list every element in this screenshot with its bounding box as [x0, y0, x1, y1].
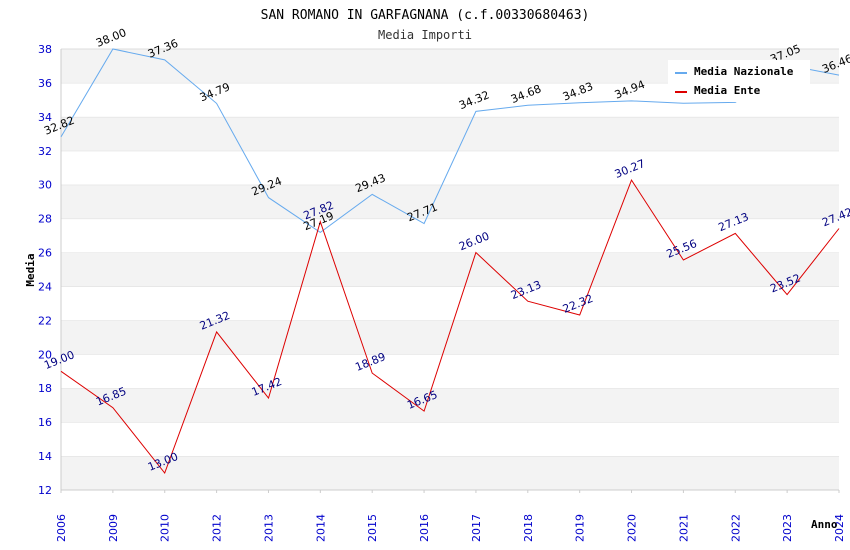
x-tick-label: 2016 [418, 514, 431, 542]
y-tick-label: 30 [38, 179, 52, 192]
y-axis-label: Media [24, 253, 37, 286]
x-tick-label: 2017 [470, 514, 483, 542]
series-line-media-ente [60, 179, 840, 475]
grid-band [61, 184, 839, 219]
x-tick-label: 2024 [833, 514, 846, 542]
legend-label-media-ente: Media Ente [694, 84, 761, 97]
grid-band [61, 320, 839, 355]
y-tick-label: 26 [38, 247, 52, 260]
x-tick-label: 2013 [262, 514, 275, 542]
x-tick-label: 2022 [729, 514, 742, 542]
legend-box [668, 60, 810, 102]
y-tick-label: 20 [38, 348, 52, 361]
y-tick-label: 24 [38, 280, 52, 293]
y-tick-label: 36 [38, 77, 52, 90]
grid-band [61, 422, 839, 457]
series-layer [60, 48, 840, 475]
x-tick-label: 2015 [366, 514, 379, 542]
x-tick-label: 2006 [55, 514, 68, 542]
x-tick-label: 2009 [107, 514, 120, 542]
chart-title: SAN ROMANO IN GARFAGNANA (c.f.0033068046… [261, 8, 590, 23]
axes [60, 49, 839, 491]
grid-band [61, 354, 839, 389]
x-axis-label: Anno [811, 518, 838, 531]
y-tick-label: 34 [38, 111, 52, 124]
series-line-media-nazionale [60, 48, 840, 234]
x-tick-label: 2023 [781, 514, 794, 542]
y-tick-label: 32 [38, 145, 52, 158]
grid-band [61, 116, 839, 151]
y-tick-label: 12 [38, 484, 52, 497]
x-tick-label: 2018 [522, 514, 535, 542]
x-tick-label: 2010 [159, 514, 172, 542]
grid-band [61, 388, 839, 423]
y-tick-label: 16 [38, 416, 52, 429]
x-tick-label: 2021 [677, 514, 690, 542]
legend: Media Nazionale Media Ente [668, 60, 810, 102]
data-label: 38.00 [94, 26, 128, 50]
grid-bands [61, 48, 839, 490]
chart-subtitle: Media Importi [378, 28, 472, 42]
y-tick-label: 14 [38, 450, 52, 463]
grid-band [61, 286, 839, 321]
y-tick-label: 38 [38, 43, 52, 56]
x-tick-label: 2012 [211, 514, 224, 542]
y-axis-ticks: 12 14 16 18 20 22 24 26 28 30 32 34 36 38 [38, 43, 52, 497]
x-tick-label: 2019 [574, 514, 587, 542]
y-tick-label: 18 [38, 382, 52, 395]
x-axis-ticks: 2006 2009 2010 2012 2013 2014 2015 2016 2017 2018… [55, 490, 846, 542]
y-tick-label: 28 [38, 213, 52, 226]
legend-label-media-nazionale: Media Nazionale [694, 65, 794, 78]
grid-band [61, 456, 839, 490]
x-tick-label: 2020 [626, 514, 639, 542]
y-tick-label: 22 [38, 314, 52, 327]
x-tick-label: 2014 [314, 514, 327, 542]
grid-band [61, 252, 839, 287]
